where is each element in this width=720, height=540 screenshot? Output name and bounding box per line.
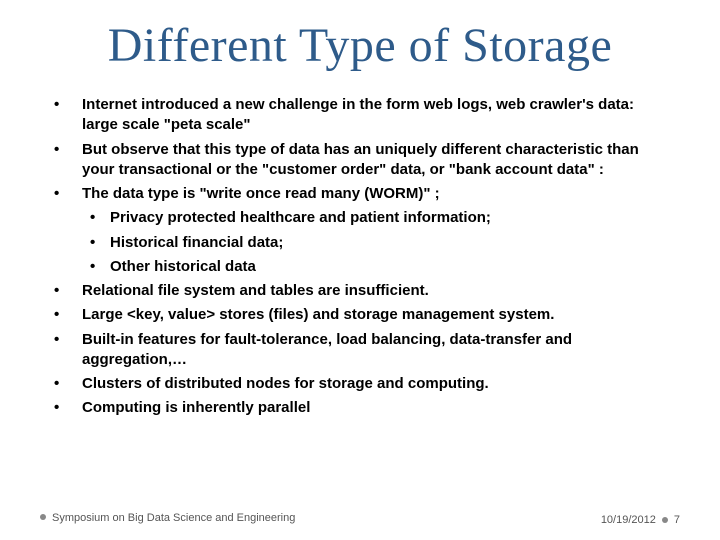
footer-dot-icon [662, 517, 668, 523]
bullet-item: Relational file system and tables are in… [48, 281, 672, 301]
bullet-item: Large <key, value> stores (files) and st… [48, 305, 672, 325]
slide-footer: Symposium on Big Data Science and Engine… [40, 512, 680, 526]
bullet-text: Large <key, value> stores (files) and st… [82, 306, 554, 323]
bullet-text: But observe that this type of data has a… [82, 141, 639, 178]
sub-bullet-list: Privacy protected healthcare and patient… [82, 208, 672, 277]
bullet-text: The data type is "write once read many (… [82, 185, 440, 202]
sub-bullet-item: Other historical data [82, 257, 672, 277]
bullet-item: Clusters of distributed nodes for storag… [48, 374, 672, 394]
bullet-item: The data type is "write once read many (… [48, 184, 672, 277]
footer-right: 10/19/2012 7 [601, 514, 680, 526]
bullet-text: Relational file system and tables are in… [82, 282, 429, 299]
sub-bullet-item: Historical financial data; [82, 233, 672, 253]
bullet-item: But observe that this type of data has a… [48, 140, 672, 181]
sub-bullet-text: Other historical data [110, 258, 256, 275]
sub-bullet-text: Historical financial data; [110, 234, 283, 251]
bullet-item: Internet introduced a new challenge in t… [48, 95, 672, 136]
slide-content: Internet introduced a new challenge in t… [40, 95, 680, 419]
bullet-item: Built-in features for fault-tolerance, l… [48, 330, 672, 371]
bullet-text: Computing is inherently parallel [82, 399, 310, 416]
footer-date: 10/19/2012 [601, 514, 656, 526]
bullet-text: Internet introduced a new challenge in t… [82, 96, 634, 133]
bullet-text: Clusters of distributed nodes for storag… [82, 375, 489, 392]
sub-bullet-text: Privacy protected healthcare and patient… [110, 209, 491, 226]
slide-title: Different Type of Storage [40, 18, 680, 73]
footer-event-name: Symposium on Big Data Science and Engine… [52, 512, 295, 526]
bullet-item: Computing is inherently parallel [48, 398, 672, 418]
footer-dot-icon [40, 514, 46, 520]
bullet-list: Internet introduced a new challenge in t… [48, 95, 672, 419]
sub-bullet-item: Privacy protected healthcare and patient… [82, 208, 672, 228]
bullet-text: Built-in features for fault-tolerance, l… [82, 331, 572, 368]
footer-left: Symposium on Big Data Science and Engine… [40, 512, 295, 526]
footer-page-number: 7 [674, 514, 680, 526]
